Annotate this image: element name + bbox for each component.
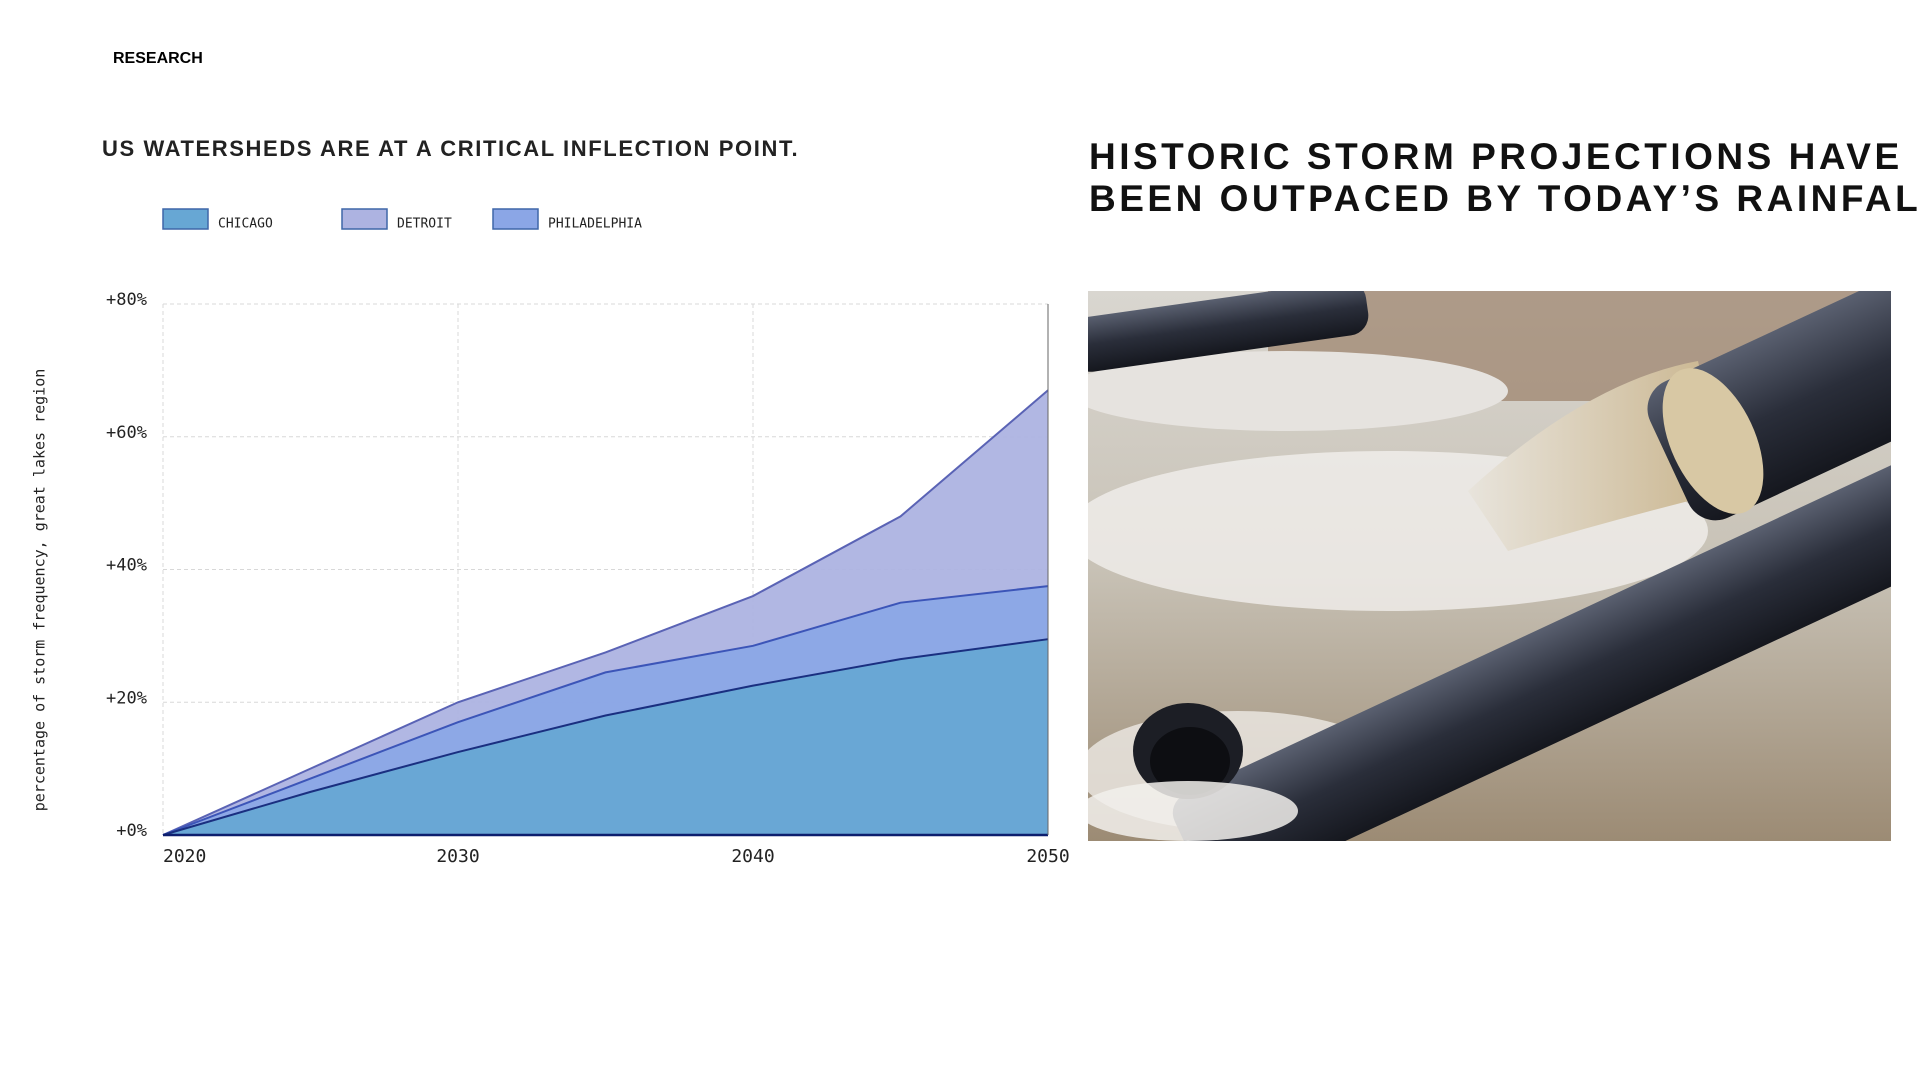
y-tick-label: +20% bbox=[106, 688, 147, 708]
photo bbox=[1088, 291, 1891, 841]
area-line bbox=[162, 638, 1049, 836]
legend-swatch bbox=[341, 208, 388, 230]
y-tick-label: +40% bbox=[106, 556, 147, 576]
section-label: RESEARCH bbox=[113, 50, 203, 67]
legend-label: DETROIT bbox=[397, 217, 452, 232]
y-tick-label: +80% bbox=[106, 290, 147, 310]
legend-label: PHILADELPHIA bbox=[548, 217, 642, 232]
headline-line: HISTORIC STORM PROJECTIONS HAVE bbox=[1089, 136, 1903, 177]
x-tick-label: 2040 bbox=[731, 846, 774, 867]
legend-swatch bbox=[162, 208, 209, 230]
y-axis-label: percentage of storm frequency, great lak… bbox=[31, 369, 49, 812]
x-tick-label: 2020 bbox=[163, 846, 206, 867]
area-line bbox=[162, 585, 1049, 836]
x-tick-label: 2030 bbox=[436, 846, 479, 867]
y-tick-label: +0% bbox=[116, 821, 147, 841]
area-fill bbox=[163, 639, 1048, 835]
legend-swatch bbox=[492, 208, 539, 230]
chart: US WATERSHEDS ARE AT A CRITICAL INFLECTI… bbox=[31, 136, 1070, 867]
y-tick-label: +60% bbox=[106, 423, 147, 443]
chart-title: US WATERSHEDS ARE AT A CRITICAL INFLECTI… bbox=[102, 136, 799, 161]
x-tick-label: 2050 bbox=[1026, 846, 1069, 867]
headline: HISTORIC STORM PROJECTIONS HAVE BEEN OUT… bbox=[1089, 136, 1920, 220]
legend-label: CHICAGO bbox=[218, 217, 273, 232]
headline-line: BEEN OUTPACED BY TODAY’S RAINFALL bbox=[1089, 178, 1920, 219]
area-line bbox=[162, 389, 1049, 836]
